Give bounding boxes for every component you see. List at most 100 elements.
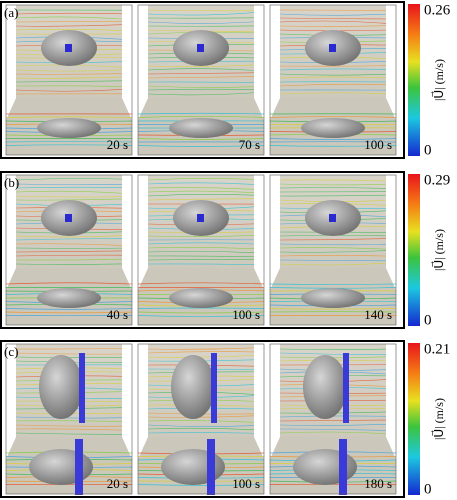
streamline xyxy=(15,263,123,265)
snapshot-border xyxy=(5,4,133,156)
streamline xyxy=(15,420,123,422)
time-label: 40 s xyxy=(107,307,128,322)
snapshot-border xyxy=(5,174,133,326)
panel-frame xyxy=(0,171,405,329)
streamline xyxy=(5,144,133,146)
streamline xyxy=(137,112,265,115)
streamline xyxy=(279,194,387,197)
snapshot-border xyxy=(137,343,265,495)
cylinder xyxy=(197,44,204,52)
panel-label: (c) xyxy=(4,344,18,359)
panel-label: (a) xyxy=(4,5,18,20)
snapshot-border xyxy=(269,4,397,156)
body-side xyxy=(169,288,233,308)
streamline xyxy=(147,85,255,88)
body-top xyxy=(171,355,215,419)
streamline xyxy=(147,347,255,350)
time-label: 100 s xyxy=(232,307,260,322)
streamline xyxy=(15,29,123,31)
streamline xyxy=(147,21,255,24)
streamline xyxy=(279,431,387,434)
streamline xyxy=(15,12,123,15)
cylinder xyxy=(329,44,336,52)
body-side xyxy=(29,449,93,485)
streamline xyxy=(15,186,123,189)
streamline xyxy=(279,20,387,24)
body-side xyxy=(161,449,225,485)
body-top xyxy=(303,355,347,419)
streamline xyxy=(5,282,133,285)
streamline xyxy=(279,352,387,355)
plate xyxy=(207,439,215,495)
streamline xyxy=(5,116,133,118)
snapshot: 100 s xyxy=(137,174,265,326)
plate xyxy=(339,439,347,495)
streamline xyxy=(15,76,123,79)
streamline xyxy=(147,198,255,201)
colorbar xyxy=(408,4,420,156)
streamline xyxy=(147,72,255,75)
snapshot: 180 s xyxy=(269,343,397,495)
body-side xyxy=(37,288,101,308)
snapshot: 100 s xyxy=(137,343,265,495)
streamline xyxy=(147,259,255,261)
panel-frame xyxy=(0,1,405,159)
panel-frame xyxy=(0,340,405,498)
streamline xyxy=(279,348,387,350)
plate xyxy=(75,439,83,495)
streamline xyxy=(147,351,255,354)
streamline xyxy=(15,254,123,257)
streamline xyxy=(15,424,123,427)
streamline xyxy=(147,12,255,16)
streamline xyxy=(15,190,123,194)
streamline xyxy=(15,183,123,186)
colorbar-min: 0 xyxy=(424,481,432,497)
colorbar-unit: |U⃗| (m/s) xyxy=(431,59,446,101)
time-label: 20 s xyxy=(107,137,128,152)
plate xyxy=(343,353,349,423)
streamline xyxy=(147,424,255,427)
streamline xyxy=(137,484,265,486)
time-label: 140 s xyxy=(364,307,392,322)
cylinder xyxy=(329,214,336,222)
snapshot-border xyxy=(5,343,133,495)
streamline xyxy=(147,432,255,434)
streamline xyxy=(147,242,255,245)
colorbar-max: 0.26 xyxy=(424,2,451,18)
streamline xyxy=(279,92,387,95)
streamline xyxy=(279,424,387,426)
streamline xyxy=(15,428,123,431)
time-label: 70 s xyxy=(239,137,260,152)
colorbar-unit: |U⃗| (m/s) xyxy=(431,229,446,271)
plate xyxy=(79,353,85,423)
streamline xyxy=(279,17,387,20)
snapshot: 40 s xyxy=(5,174,133,326)
streamline xyxy=(279,428,387,431)
streamline xyxy=(5,308,133,310)
time-label: 20 s xyxy=(107,476,128,491)
streamline xyxy=(147,182,255,185)
streamline xyxy=(15,432,123,435)
streamline xyxy=(147,420,255,423)
streamline xyxy=(147,178,255,181)
streamline xyxy=(279,243,387,246)
streamline xyxy=(137,145,265,147)
plate xyxy=(211,353,217,423)
snapshot: 20 s xyxy=(5,4,133,156)
time-label: 100 s xyxy=(364,137,392,152)
streamline xyxy=(279,262,387,266)
snapshot: 70 s xyxy=(137,4,265,156)
body-side xyxy=(37,118,101,138)
colorbar-unit: |U⃗| (m/s) xyxy=(431,398,446,440)
cylinder xyxy=(65,214,72,222)
streamline xyxy=(279,76,387,79)
streamline xyxy=(147,88,255,91)
streamline xyxy=(147,187,255,190)
streamline xyxy=(269,145,397,147)
streamline xyxy=(147,194,255,197)
streamline xyxy=(15,352,123,355)
streamline xyxy=(147,76,255,79)
streamline xyxy=(15,195,123,198)
streamline xyxy=(279,187,387,189)
